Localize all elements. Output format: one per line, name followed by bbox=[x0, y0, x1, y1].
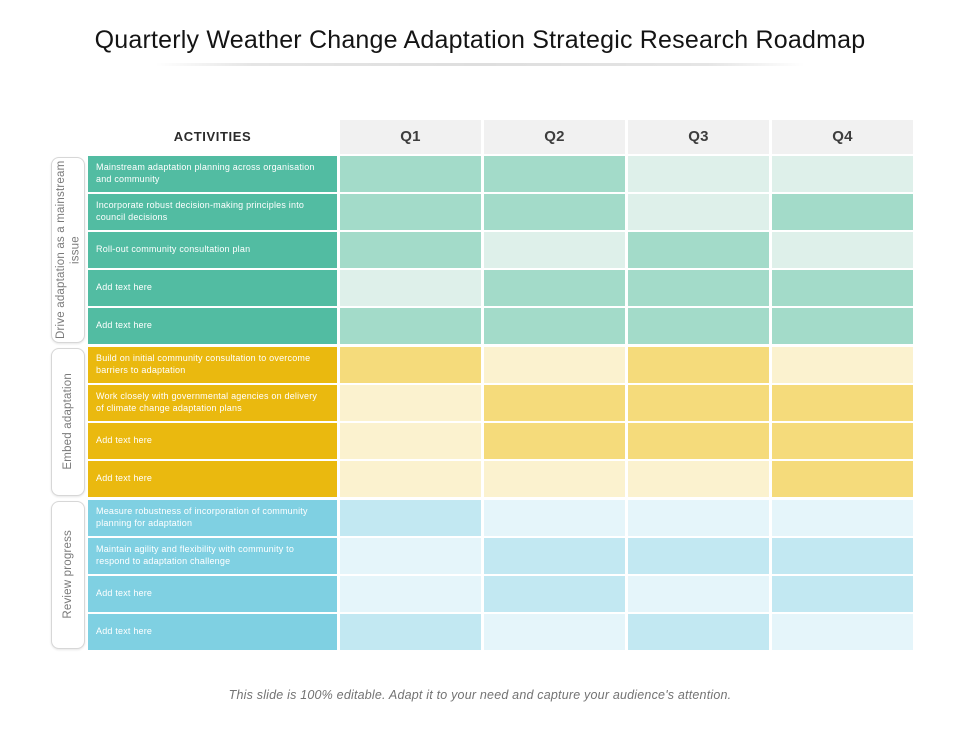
quarter-header-q1: Q1 bbox=[340, 119, 481, 154]
quarter-cell-q1 bbox=[340, 422, 481, 459]
group-label-rail: Drive adaptation as a mainstream issue bbox=[50, 156, 88, 344]
roadmap-group: Drive adaptation as a mainstream issue Ma… bbox=[50, 155, 913, 344]
quarter-cell-q3 bbox=[628, 307, 769, 344]
group-label-pill: Review progress bbox=[51, 500, 85, 649]
quarter-cell-q3 bbox=[628, 537, 769, 574]
quarter-cell-q4 bbox=[772, 155, 913, 192]
quarter-cell-q4 bbox=[772, 307, 913, 344]
quarter-cell-q2 bbox=[484, 384, 625, 421]
quarter-cell-q4 bbox=[772, 460, 913, 497]
quarter-cell-q2 bbox=[484, 575, 625, 612]
roadmap-group: Review progress Measure robustness of inc… bbox=[50, 499, 913, 650]
quarter-cell-q3 bbox=[628, 346, 769, 383]
activity-cell: Add text here bbox=[88, 422, 337, 459]
group-grid: Measure robustness of incorporation of c… bbox=[88, 499, 913, 650]
quarter-cell-q3 bbox=[628, 460, 769, 497]
quarter-cell-q1 bbox=[340, 384, 481, 421]
activity-cell: Add text here bbox=[88, 613, 337, 650]
quarter-cell-q2 bbox=[484, 422, 625, 459]
group-label: Review progress bbox=[61, 530, 74, 620]
quarter-cell-q1 bbox=[340, 575, 481, 612]
group-label-pill: Drive adaptation as a mainstream issue bbox=[51, 156, 85, 343]
quarter-cell-q4 bbox=[772, 269, 913, 306]
activity-cell: Add text here bbox=[88, 269, 337, 306]
quarter-cell-q2 bbox=[484, 499, 625, 536]
page-title: Quarterly Weather Change Adaptation Stra… bbox=[94, 26, 866, 54]
quarter-cell-q1 bbox=[340, 499, 481, 536]
activity-cell: Roll-out community consultation plan bbox=[88, 231, 337, 268]
group-label: Embed adaptation bbox=[61, 373, 74, 471]
activities-header: ACTIVITIES bbox=[88, 119, 337, 154]
quarter-cell-q1 bbox=[340, 613, 481, 650]
quarter-cell-q4 bbox=[772, 499, 913, 536]
group-grid: Build on initial community consultation … bbox=[88, 346, 913, 497]
group-label-rail: Embed adaptation bbox=[50, 347, 88, 497]
quarter-header-q4: Q4 bbox=[772, 119, 913, 154]
quarter-cell-q3 bbox=[628, 613, 769, 650]
quarter-cell-q2 bbox=[484, 346, 625, 383]
title-divider bbox=[155, 62, 805, 66]
group-label-pill: Embed adaptation bbox=[51, 347, 85, 496]
quarter-cell-q4 bbox=[772, 346, 913, 383]
quarter-cell-q3 bbox=[628, 193, 769, 230]
quarter-cell-q1 bbox=[340, 269, 481, 306]
quarter-cell-q2 bbox=[484, 613, 625, 650]
activity-cell: Add text here bbox=[88, 575, 337, 612]
quarter-header-q2: Q2 bbox=[484, 119, 625, 154]
group-grid: Mainstream adaptation planning across or… bbox=[88, 155, 913, 344]
group-label-rail: Review progress bbox=[50, 500, 88, 650]
activity-cell: Maintain agility and flexibility with co… bbox=[88, 537, 337, 574]
quarter-cell-q1 bbox=[340, 193, 481, 230]
quarter-cell-q4 bbox=[772, 422, 913, 459]
roadmap-group: Embed adaptation Build on initial communi… bbox=[50, 346, 913, 497]
quarter-cell-q1 bbox=[340, 307, 481, 344]
quarter-cell-q4 bbox=[772, 537, 913, 574]
quarter-cell-q3 bbox=[628, 231, 769, 268]
activity-cell: Add text here bbox=[88, 307, 337, 344]
quarter-cell-q2 bbox=[484, 307, 625, 344]
quarter-cell-q3 bbox=[628, 269, 769, 306]
quarter-cell-q1 bbox=[340, 155, 481, 192]
quarter-cell-q3 bbox=[628, 499, 769, 536]
activity-cell: Mainstream adaptation planning across or… bbox=[88, 155, 337, 192]
quarter-cell-q2 bbox=[484, 193, 625, 230]
quarter-cell-q2 bbox=[484, 155, 625, 192]
group-label: Drive adaptation as a mainstream issue bbox=[54, 160, 81, 339]
quarter-cell-q3 bbox=[628, 575, 769, 612]
roadmap-table: ACTIVITIES Q1 Q2 Q3 Q4 Drive adaptation as … bbox=[50, 119, 913, 650]
quarter-cell-q4 bbox=[772, 193, 913, 230]
quarter-cell-q3 bbox=[628, 422, 769, 459]
footer-note: This slide is 100% editable. Adapt it to… bbox=[228, 687, 732, 702]
table-header-row: ACTIVITIES Q1 Q2 Q3 Q4 bbox=[88, 119, 913, 154]
activity-cell: Add text here bbox=[88, 460, 337, 497]
quarter-cell-q2 bbox=[484, 460, 625, 497]
activity-cell: Work closely with governmental agencies … bbox=[88, 384, 337, 421]
quarter-header-q3: Q3 bbox=[628, 119, 769, 154]
quarter-cell-q4 bbox=[772, 384, 913, 421]
quarter-cell-q1 bbox=[340, 460, 481, 497]
roadmap-groups: Drive adaptation as a mainstream issue Ma… bbox=[50, 155, 913, 650]
quarter-cell-q2 bbox=[484, 269, 625, 306]
quarter-cell-q3 bbox=[628, 384, 769, 421]
quarter-cell-q4 bbox=[772, 231, 913, 268]
quarter-cell-q2 bbox=[484, 231, 625, 268]
quarter-cell-q2 bbox=[484, 537, 625, 574]
quarter-cell-q1 bbox=[340, 346, 481, 383]
quarter-cell-q4 bbox=[772, 613, 913, 650]
activity-cell: Measure robustness of incorporation of c… bbox=[88, 499, 337, 536]
activity-cell: Incorporate robust decision-making princ… bbox=[88, 193, 337, 230]
quarter-cell-q1 bbox=[340, 537, 481, 574]
quarter-cell-q4 bbox=[772, 575, 913, 612]
activity-cell: Build on initial community consultation … bbox=[88, 346, 337, 383]
quarter-cell-q3 bbox=[628, 155, 769, 192]
quarter-cell-q1 bbox=[340, 231, 481, 268]
